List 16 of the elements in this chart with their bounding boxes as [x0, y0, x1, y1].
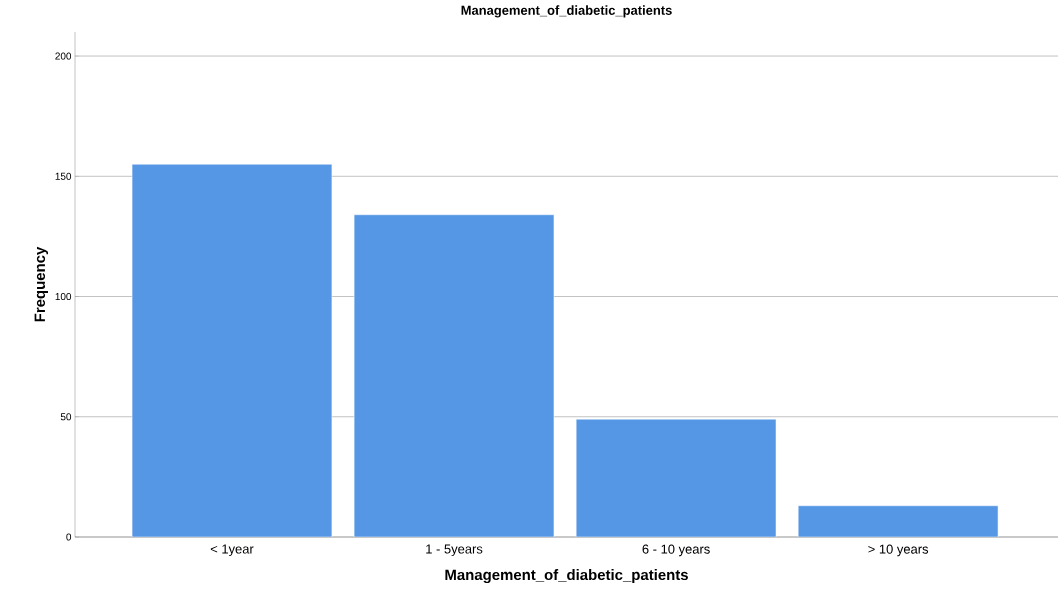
chart-title: Management_of_diabetic_patients: [461, 5, 672, 18]
y-tick-label: 0: [66, 533, 72, 541]
x-tick-label: 1 - 5years: [426, 544, 483, 557]
y-tick-label: 50: [60, 413, 72, 421]
y-tick-label: 200: [55, 52, 72, 60]
y-tick-label: 100: [55, 293, 72, 301]
x-tick-label: 6 - 10 years: [642, 544, 710, 557]
bar: [353, 214, 555, 537]
x-axis-title: Management_of_diabetic_patients: [445, 569, 688, 584]
x-tick-label: > 10 years: [868, 544, 929, 557]
bar: [797, 505, 999, 537]
y-tick-label: 150: [55, 172, 72, 180]
x-tick-label: < 1year: [210, 544, 254, 557]
bar: [575, 418, 777, 537]
y-axis-title: Frequency: [34, 246, 49, 322]
bar: [131, 164, 333, 537]
